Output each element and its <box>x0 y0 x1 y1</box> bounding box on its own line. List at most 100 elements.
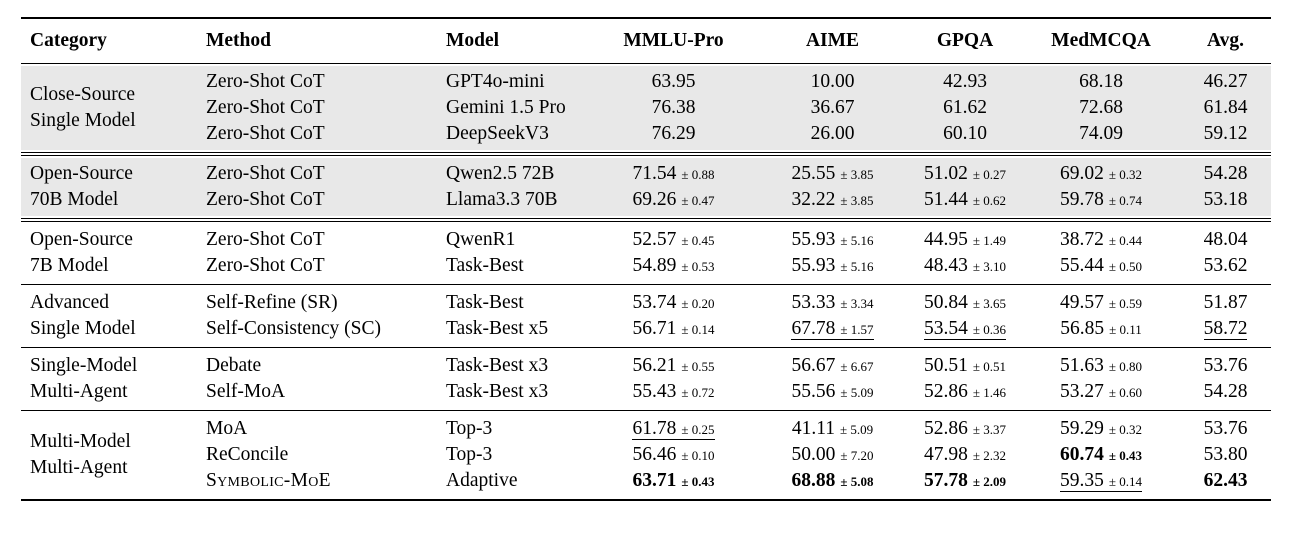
score: 53.80 <box>1203 444 1248 465</box>
std-dev: ± 0.43 <box>681 474 715 489</box>
metric-value: 58.72 <box>1203 318 1248 341</box>
std-dev: ± 2.32 <box>972 448 1006 463</box>
metric-value: 54.28 <box>1204 381 1248 402</box>
score: 56.46 <box>632 444 677 465</box>
metric-value: 51.87 <box>1204 292 1248 313</box>
metric-value: 41.11 ± 5.09 <box>792 418 873 439</box>
score: 53.54 <box>923 317 968 339</box>
metric-cell: 54.89 ± 0.53 <box>590 255 757 277</box>
metric-value: 32.22 ± 3.85 <box>791 189 873 210</box>
score: 55.93 <box>791 255 836 276</box>
metric-value: 55.93 ± 5.16 <box>791 255 873 276</box>
metric-value: 49.57 ± 0.59 <box>1060 292 1142 313</box>
score: 51.02 <box>923 163 968 184</box>
method-cell: Zero-Shot CoT <box>206 229 325 250</box>
metric-value: 53.62 <box>1204 255 1248 276</box>
std-dev: ± 5.16 <box>840 259 874 274</box>
std-dev: ± 0.59 <box>1108 296 1142 311</box>
metric-cell: 55.93 ± 5.16 <box>757 229 908 251</box>
std-dev: ± 5.16 <box>840 233 874 248</box>
category-line: 7B Model <box>30 255 109 276</box>
metric-value: 51.63 ± 0.80 <box>1060 355 1142 376</box>
metric-value: 51.02 ± 0.27 <box>924 163 1006 184</box>
std-dev: ± 0.60 <box>1108 385 1142 400</box>
metric-cell: 41.11 ± 5.09 <box>757 418 908 440</box>
model-cell: Task-Best <box>446 255 524 276</box>
avg-cell: 54.28 <box>1180 163 1271 185</box>
std-dev: ± 0.11 <box>1109 322 1142 337</box>
metric-cell: 60.74 ± 0.43 <box>1022 444 1180 466</box>
table-row: ReConcile Top-3 56.46 ± 0.10 50.00 ± 7.20 47.9… <box>206 442 1271 468</box>
score: 74.09 <box>1079 123 1123 144</box>
table-group: Advanced Single Model Self-Refine (SR) Task… <box>21 284 1271 347</box>
score: 68.88 <box>791 470 836 491</box>
group-rows: Self-Refine (SR) Task-Best 53.74 ± 0.20 53.3… <box>206 290 1271 342</box>
metric-value: 68.88 ± 5.08 <box>791 470 873 491</box>
score: 59.35 <box>1059 469 1104 491</box>
metric-cell: 56.85 ± 0.11 <box>1022 318 1180 340</box>
category-cell: Multi-Model Multi-Agent <box>21 416 206 494</box>
metric-cell: 59.78 ± 0.74 <box>1022 189 1180 211</box>
avg-cell: 53.62 <box>1180 255 1271 277</box>
std-dev: ± 0.32 <box>1108 167 1142 182</box>
metric-cell: 53.27 ± 0.60 <box>1022 381 1180 403</box>
metric-value: 52.86 ± 1.46 <box>924 381 1006 402</box>
metric-value: 42.93 <box>943 71 987 92</box>
table-group: Multi-Model Multi-Agent MoA Top-3 61.78 ± 0.2… <box>21 410 1271 499</box>
table-group: Open-Source 7B Model Zero-Shot CoT QwenR1 52… <box>21 218 1271 284</box>
std-dev: ± 0.20 <box>681 296 715 311</box>
std-dev: ± 3.85 <box>840 167 874 182</box>
score: 38.72 <box>1059 229 1104 250</box>
std-dev: ± 3.85 <box>840 193 874 208</box>
method-cell: Self-MoA <box>206 381 286 402</box>
model-cell: Task-Best x3 <box>446 355 549 376</box>
metric-value: 53.74 ± 0.20 <box>632 292 714 313</box>
model-cell: Gemini 1.5 Pro <box>446 97 566 118</box>
score: 36.67 <box>810 97 855 118</box>
score: 59.29 <box>1059 418 1104 439</box>
table-row: Zero-Shot CoT DeepSeekV3 76.29 26.00 60.10 74… <box>206 121 1271 147</box>
score: 49.57 <box>1059 292 1104 313</box>
score: 61.78 <box>632 417 677 439</box>
group-inner: Advanced Single Model Self-Refine (SR) Task… <box>21 287 1271 345</box>
score: 10.00 <box>810 71 855 92</box>
model-cell: Task-Best <box>446 292 524 313</box>
metric-cell: 76.38 <box>590 97 757 119</box>
metric-cell: 76.29 <box>590 123 757 145</box>
score: 59.78 <box>1059 189 1104 210</box>
std-dev: ± 0.14 <box>681 322 715 337</box>
header-cell-gpqa: GPQA <box>936 30 994 51</box>
metric-cell: 53.54 ± 0.36 <box>908 317 1022 341</box>
model-cell: GPT4o-mini <box>446 71 545 92</box>
metric-value: 48.04 <box>1204 229 1248 250</box>
category-cell: Close-Source Single Model <box>21 69 206 147</box>
metric-cell: 69.02 ± 0.32 <box>1022 163 1180 185</box>
score: 60.10 <box>943 123 987 144</box>
std-dev: ± 2.09 <box>972 474 1006 489</box>
metric-cell: 61.62 <box>908 97 1022 119</box>
category-line: Single Model <box>30 110 136 131</box>
metric-cell: 61.78 ± 0.25 <box>590 417 757 441</box>
method-cell: Zero-Shot CoT <box>206 255 325 276</box>
score: 52.86 <box>923 418 968 439</box>
category-line: Close-Source <box>30 84 136 105</box>
metric-value: 55.56 ± 5.09 <box>791 381 873 402</box>
score: 44.95 <box>923 229 968 250</box>
score: 54.28 <box>1203 381 1248 402</box>
metric-cell: 56.71 ± 0.14 <box>590 318 757 340</box>
score: 51.63 <box>1059 355 1104 376</box>
avg-cell: 46.27 <box>1180 71 1271 93</box>
metric-cell: 60.10 <box>908 123 1022 145</box>
category-line: Open-Source <box>30 229 133 250</box>
std-dev: ± 0.62 <box>972 193 1006 208</box>
metric-value: 71.54 ± 0.88 <box>632 163 714 184</box>
header-cell-category: Category <box>30 30 107 51</box>
table-row: Debate Task-Best x3 56.21 ± 0.55 56.67 ± 6.67… <box>206 353 1271 379</box>
score: 48.43 <box>923 255 968 276</box>
group-rows: Debate Task-Best x3 56.21 ± 0.55 56.67 ± 6.67… <box>206 353 1271 405</box>
metric-value: 61.78 ± 0.25 <box>632 417 715 441</box>
model-cell: Llama3.3 70B <box>446 189 558 210</box>
group-inner: Open-Source 7B Model Zero-Shot CoT QwenR1 52… <box>21 224 1271 282</box>
metric-value: 69.02 ± 0.32 <box>1060 163 1142 184</box>
metric-cell: 68.88 ± 5.08 <box>757 470 908 492</box>
